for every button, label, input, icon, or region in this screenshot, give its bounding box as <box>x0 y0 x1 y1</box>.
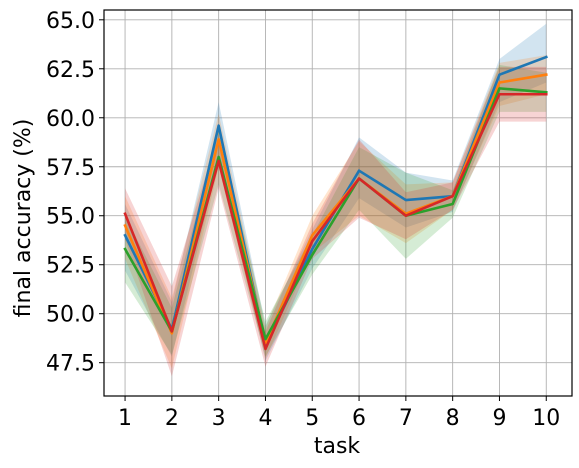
confidence-bands <box>125 23 547 377</box>
series-line-2 <box>123 73 548 345</box>
x-tick-label: 8 <box>446 406 460 431</box>
y-tick-label: 47.5 <box>46 352 95 377</box>
y-tick-label: 50.0 <box>46 303 95 328</box>
x-tick-label: 3 <box>212 406 226 431</box>
grid <box>104 10 572 396</box>
x-tick-label: 5 <box>305 406 319 431</box>
y-axis-label: final accuracy (%) <box>11 119 36 318</box>
x-axis-ticks: 1 2 3 4 5 6 7 8 9 10 <box>118 396 560 431</box>
y-tick-label: 65.0 <box>46 9 95 34</box>
series-lines <box>123 55 548 351</box>
y-tick-label: 55.0 <box>46 205 95 230</box>
x-tick-label: 7 <box>399 406 413 431</box>
plot-frame <box>103 9 573 397</box>
y-tick-label: 52.5 <box>46 254 95 279</box>
series-line-4 <box>123 92 548 351</box>
x-tick-label: 2 <box>165 406 179 431</box>
y-tick-label: 60.0 <box>46 107 95 132</box>
x-tick-label: 4 <box>258 406 272 431</box>
y-tick-label: 62.5 <box>46 58 95 83</box>
confidence-band-4 <box>125 66 547 377</box>
x-axis-label: task <box>314 434 361 459</box>
y-axis-ticks: 47.5 50.0 52.5 55.0 57.5 60.0 62.5 65.0 <box>46 9 104 377</box>
x-tick-label: 1 <box>118 406 132 431</box>
x-tick-label: 6 <box>352 406 366 431</box>
confidence-band-1 <box>125 23 547 361</box>
y-tick-label: 57.5 <box>46 156 95 181</box>
x-tick-label: 10 <box>532 406 560 431</box>
x-tick-label: 9 <box>492 406 506 431</box>
